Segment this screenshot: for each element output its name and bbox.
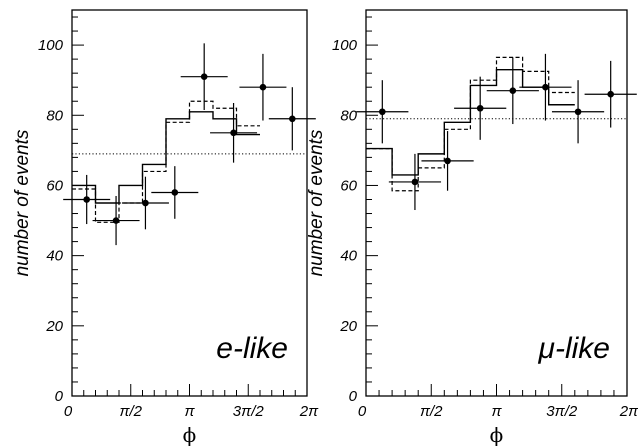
data-point — [289, 115, 296, 123]
x-tick-label: 2π — [299, 403, 319, 420]
x-tick-label: 0 — [64, 403, 73, 420]
x-tick-label: π/2 — [420, 403, 443, 420]
data-point — [444, 157, 451, 165]
data-point — [230, 129, 237, 137]
data-point — [607, 90, 614, 98]
dashed-histogram — [72, 100, 260, 223]
data-point — [574, 108, 582, 116]
y-tick-label: 100 — [38, 37, 64, 54]
y-tick-label: 60 — [46, 177, 63, 194]
data-point — [142, 199, 149, 207]
data-point — [112, 217, 120, 224]
data-point — [259, 83, 267, 91]
y-tick-label: 80 — [340, 107, 357, 124]
x-axis-title: ϕ — [183, 423, 197, 447]
panel-e-like: 0 20 40 60 80 100 0 π/2 π 3π/2 2π number of events ϕ… — [12, 9, 319, 447]
x-tick-label: π — [184, 403, 195, 420]
y-tick-label: 0 — [55, 388, 64, 405]
data-point — [542, 83, 549, 91]
y-tick-label: 100 — [332, 37, 358, 54]
data-point — [476, 104, 484, 112]
x-tick-label: 2π — [619, 403, 638, 420]
x-axis-title: ϕ — [490, 423, 504, 447]
y-tick-label: 40 — [46, 248, 63, 265]
y-tick-label: 20 — [45, 318, 63, 335]
x-tick-label: 3π/2 — [233, 403, 265, 420]
y-tick-label: 20 — [339, 318, 357, 335]
y-axis-title: number of events — [12, 129, 33, 276]
y-tick-label: 80 — [46, 107, 63, 124]
data-point — [83, 196, 90, 203]
panel-label: μ-like — [538, 332, 610, 365]
data-point — [171, 189, 179, 196]
y-tick-label: 0 — [349, 388, 358, 405]
x-tick-label: 3π/2 — [546, 403, 578, 420]
data-point — [509, 87, 517, 95]
data-point — [411, 178, 419, 186]
y-axis-title: number of events — [306, 129, 327, 276]
panel-label: e-like — [216, 332, 288, 365]
panel-mu-like: 0 20 40 60 80 100 0 π/2 π 3π/2 2π number of events ϕ… — [306, 9, 638, 447]
data-point — [200, 73, 208, 80]
dashed-histogram — [366, 56, 575, 192]
x-tick-label: 0 — [358, 403, 367, 420]
x-tick-label: π/2 — [119, 403, 142, 420]
y-tick-label: 40 — [340, 248, 357, 265]
x-tick-label: π — [491, 403, 502, 420]
data-point — [379, 108, 386, 116]
y-tick-label: 60 — [340, 177, 357, 194]
